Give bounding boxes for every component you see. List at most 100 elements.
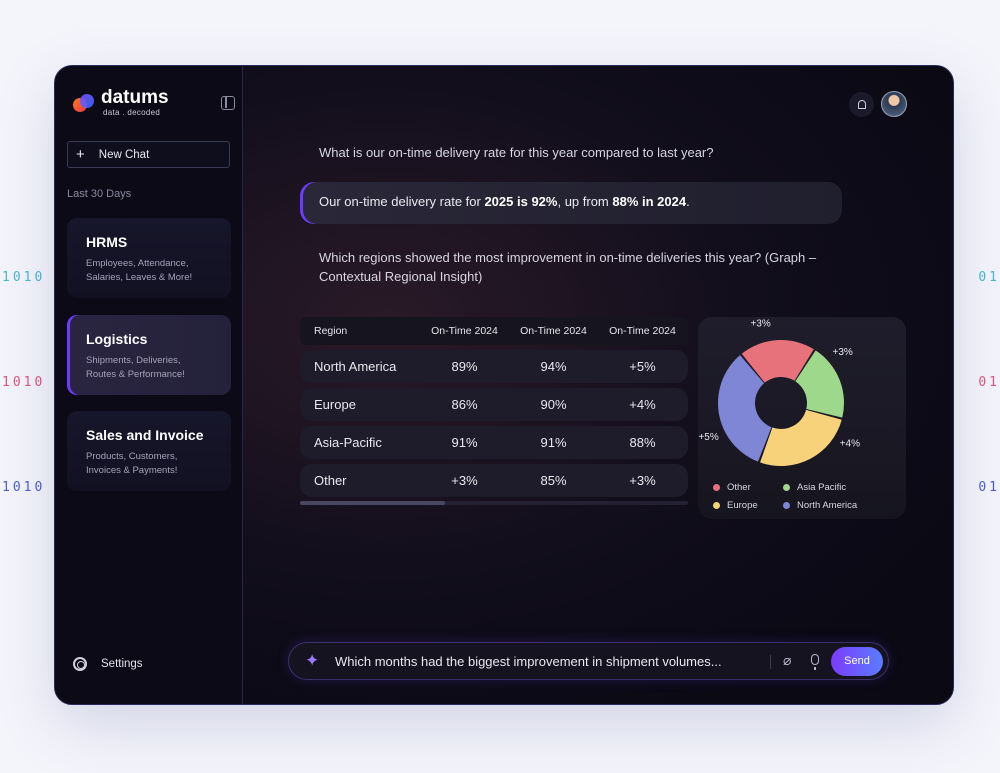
header-col-1: On-Time 2024 bbox=[431, 325, 498, 337]
sparkle-icon: ✦ bbox=[305, 651, 320, 670]
header-actions bbox=[849, 91, 907, 117]
sidebar-collapse-icon[interactable] bbox=[221, 96, 235, 110]
table-header: Region On-Time 2024 On-Time 2024 On-Time… bbox=[300, 317, 688, 345]
table-row: Other +3% 85% +3% bbox=[300, 464, 688, 497]
legend-item-asia-pacific: Asia Pacific bbox=[783, 479, 873, 496]
send-button[interactable]: Send bbox=[831, 647, 883, 676]
paperclip-icon[interactable]: ⌀ bbox=[783, 652, 792, 668]
donut-slice-europe[interactable] bbox=[760, 409, 842, 466]
table-row: North America 89% 94% +5% bbox=[300, 350, 688, 383]
cell-region: North America bbox=[314, 359, 397, 374]
donut-slice-label: +3% bbox=[750, 319, 770, 330]
input-divider bbox=[770, 655, 771, 669]
card-subtitle: Products, Customers, Invoices & Payments… bbox=[86, 451, 178, 476]
card-subtitle: Shipments, Deliveries, Routes & Performa… bbox=[86, 355, 185, 380]
cell-value: +4% bbox=[629, 397, 656, 412]
header-region: Region bbox=[314, 325, 348, 337]
legend-dot bbox=[713, 484, 720, 491]
legend-item-europe: Europe bbox=[713, 497, 783, 514]
user-question-1: What is our on-time delivery rate for th… bbox=[319, 145, 714, 160]
header-col-3: On-Time 2024 bbox=[609, 325, 676, 337]
user-avatar[interactable] bbox=[881, 91, 907, 117]
card-subtitle: Employees, Attendance, Salaries, Leaves … bbox=[86, 258, 193, 283]
card-title: Logistics bbox=[86, 331, 148, 347]
cell-region: Europe bbox=[314, 397, 356, 412]
legend-label: Other bbox=[727, 482, 751, 493]
legend-item-other: Other bbox=[713, 479, 783, 496]
cell-region: Other bbox=[314, 473, 347, 488]
brand-tagline: data . decoded bbox=[103, 108, 161, 117]
cell-region: Asia-Pacific bbox=[314, 435, 382, 450]
donut-slice-north-america[interactable] bbox=[718, 355, 772, 462]
card-title: HRMS bbox=[86, 234, 128, 250]
table-scrollbar[interactable] bbox=[300, 501, 688, 505]
legend-label: North America bbox=[797, 500, 858, 511]
microphone-icon[interactable] bbox=[811, 654, 819, 670]
cell-value: +5% bbox=[629, 359, 656, 374]
cell-value: 89% bbox=[451, 359, 478, 374]
cell-value: 88% bbox=[629, 435, 656, 450]
donut-chart-card: +3% +3% +4% +5% Other Asia Pacific Europe Nor… bbox=[698, 317, 906, 519]
user-question-2: Which regions showed the most improvemen… bbox=[319, 250, 817, 284]
legend-label: Asia Pacific bbox=[797, 482, 847, 493]
table-row: Asia-Pacific 91% 91% 88% bbox=[300, 426, 688, 459]
settings-link[interactable]: Settings bbox=[73, 657, 143, 671]
binary-decoration-left-1: 1010 bbox=[2, 270, 46, 285]
binary-decoration-right-1: 01 bbox=[978, 270, 1000, 285]
legend-label: Europe bbox=[727, 500, 758, 511]
header-col-2: On-Time 2024 bbox=[520, 325, 587, 337]
answer-highlight-2024: 88% in 2024 bbox=[612, 194, 687, 209]
logo-mark-icon bbox=[73, 92, 95, 114]
card-title: Sales and Invoice bbox=[86, 427, 204, 443]
bell-icon bbox=[857, 99, 866, 109]
gear-icon bbox=[73, 657, 87, 671]
sidebar-card-sales-invoice[interactable]: Sales and Invoice Products, Customers, I… bbox=[67, 411, 231, 491]
table-row: Europe 86% 90% +4% bbox=[300, 388, 688, 421]
cell-value: 94% bbox=[540, 359, 567, 374]
answer-text: . bbox=[686, 194, 690, 209]
legend-dot bbox=[783, 502, 790, 509]
donut-chart: +3% +3% +4% +5% bbox=[698, 319, 860, 466]
legend-item-north-america: North America bbox=[783, 497, 873, 514]
legend-dot bbox=[713, 502, 720, 509]
chat-input[interactable] bbox=[335, 654, 755, 669]
sidebar-card-hrms[interactable]: HRMS Employees, Attendance, Salaries, Le… bbox=[67, 218, 231, 298]
binary-decoration-left-2: 1010 bbox=[2, 375, 46, 390]
cell-value: 90% bbox=[540, 397, 567, 412]
history-section-label: Last 30 Days bbox=[67, 188, 132, 200]
new-chat-button[interactable]: + New Chat bbox=[67, 141, 230, 168]
chart-legend: Other Asia Pacific Europe North America bbox=[713, 478, 903, 514]
brand-name: datums bbox=[101, 87, 169, 108]
donut-slice-other[interactable] bbox=[741, 340, 814, 383]
settings-label: Settings bbox=[101, 658, 143, 670]
donut-slice-label: +3% bbox=[832, 347, 852, 358]
answer-text: Our on-time delivery rate for bbox=[319, 194, 485, 209]
regional-table: Region On-Time 2024 On-Time 2024 On-Time… bbox=[300, 317, 688, 505]
cell-value: +3% bbox=[629, 473, 656, 488]
donut-slice-label: +4% bbox=[840, 439, 860, 450]
new-chat-label: New Chat bbox=[98, 148, 150, 161]
notifications-button[interactable] bbox=[849, 91, 874, 117]
cell-value: 86% bbox=[451, 397, 478, 412]
chat-input-bar: ✦ ⌀ Send bbox=[288, 642, 889, 680]
binary-decoration-right-2: 01 bbox=[978, 375, 1000, 390]
scrollbar-thumb[interactable] bbox=[300, 501, 445, 505]
sidebar-card-logistics[interactable]: Logistics Shipments, Deliveries, Routes … bbox=[67, 315, 231, 395]
donut-slice-asia-pacific[interactable] bbox=[795, 350, 844, 418]
app-window: datums data . decoded + New Chat Last 30… bbox=[54, 65, 954, 705]
brand-logo[interactable]: datums data . decoded bbox=[73, 88, 169, 117]
answer-text: , up from bbox=[557, 194, 613, 209]
assistant-answer: Our on-time delivery rate for 2025 is 92… bbox=[300, 182, 842, 224]
cell-value: 85% bbox=[540, 473, 567, 488]
donut-slice-label: +5% bbox=[698, 432, 718, 443]
answer-highlight-2025: 2025 is 92% bbox=[484, 194, 558, 209]
legend-dot bbox=[783, 484, 790, 491]
plus-icon: + bbox=[76, 146, 85, 163]
chat-main: What is our on-time delivery rate for th… bbox=[243, 66, 953, 704]
sidebar: datums data . decoded + New Chat Last 30… bbox=[55, 66, 243, 704]
binary-decoration-left-3: 1010 bbox=[2, 480, 46, 495]
cell-value: 91% bbox=[540, 435, 567, 450]
cell-value: +3% bbox=[451, 473, 478, 488]
binary-decoration-right-3: 01 bbox=[978, 480, 1000, 495]
cell-value: 91% bbox=[451, 435, 478, 450]
